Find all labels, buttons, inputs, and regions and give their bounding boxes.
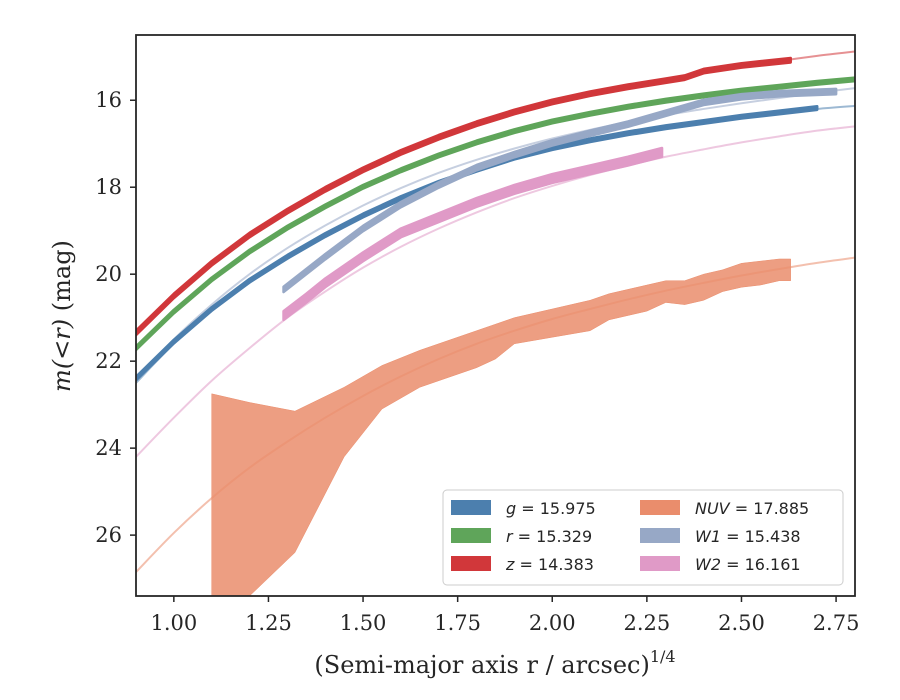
y-tick-label-0: 16 xyxy=(95,88,122,112)
y-axis-label-unit: (mag) xyxy=(48,240,76,319)
x-tick-label-7: 2.75 xyxy=(813,611,860,635)
legend-label-w2: W2 = 16.161 xyxy=(695,555,801,574)
model-curve-w1 xyxy=(136,87,855,382)
x-axis-label-exponent: 1/4 xyxy=(650,647,676,666)
legend-swatch-z xyxy=(451,556,491,571)
plot-frame xyxy=(135,34,856,597)
x-tick-label-2: 1.50 xyxy=(340,611,387,635)
legend-label-nuv: NUV = 17.885 xyxy=(695,499,809,518)
y-axis-label: m(<r) (mag) xyxy=(48,240,76,392)
y-tick-label-3: 22 xyxy=(95,349,122,373)
legend: g = 15.975 r = 15.329 z = 14.383 NUV = 17.8… xyxy=(442,489,844,586)
y-axis: 16 18 20 22 24 26 xyxy=(95,88,136,547)
y-tick-label-5: 26 xyxy=(95,523,122,547)
x-tick-label-3: 1.75 xyxy=(434,611,481,635)
legend-label-r: r = 15.329 xyxy=(506,527,592,546)
x-tick-label-5: 2.25 xyxy=(623,611,670,635)
x-axis-label-text: (Semi-major axis r / arcsec) xyxy=(314,651,649,679)
legend-swatch-g xyxy=(451,500,491,515)
model-curve-w2 xyxy=(136,125,855,458)
x-axis-label: (Semi-major axis r / arcsec)1/4 xyxy=(314,647,675,679)
legend-swatch-w2 xyxy=(640,556,680,571)
x-tick-label-6: 2.50 xyxy=(718,611,765,635)
legend-label-g: g = 15.975 xyxy=(506,499,596,518)
y-tick-label-1: 18 xyxy=(95,175,122,199)
profile-band-w1 xyxy=(282,87,838,294)
legend-label-z: z = 14.383 xyxy=(505,555,594,574)
legend-swatch-nuv xyxy=(640,500,680,515)
profile-band-z xyxy=(136,56,792,337)
x-tick-label-4: 2.00 xyxy=(529,611,576,635)
x-tick-label-0: 1.00 xyxy=(150,611,197,635)
legend-swatch-r xyxy=(451,528,491,543)
profile-band-g xyxy=(136,105,819,382)
profile-band-r xyxy=(136,76,855,352)
plot-area xyxy=(136,50,855,596)
profile-band-w2 xyxy=(282,146,664,322)
x-tick-label-1: 1.25 xyxy=(245,611,292,635)
legend-swatch-w1 xyxy=(640,528,680,543)
legend-label-w1: W1 = 15.438 xyxy=(695,527,801,546)
y-tick-label-2: 20 xyxy=(95,262,122,286)
y-tick-label-4: 24 xyxy=(95,436,122,460)
profile-band-nuv xyxy=(211,258,791,596)
x-axis: 1.00 1.25 1.50 1.75 2.00 2.25 2.50 2.75 xyxy=(150,596,859,635)
profile-bands xyxy=(136,56,855,596)
y-axis-label-math: m(<r) xyxy=(48,319,76,392)
